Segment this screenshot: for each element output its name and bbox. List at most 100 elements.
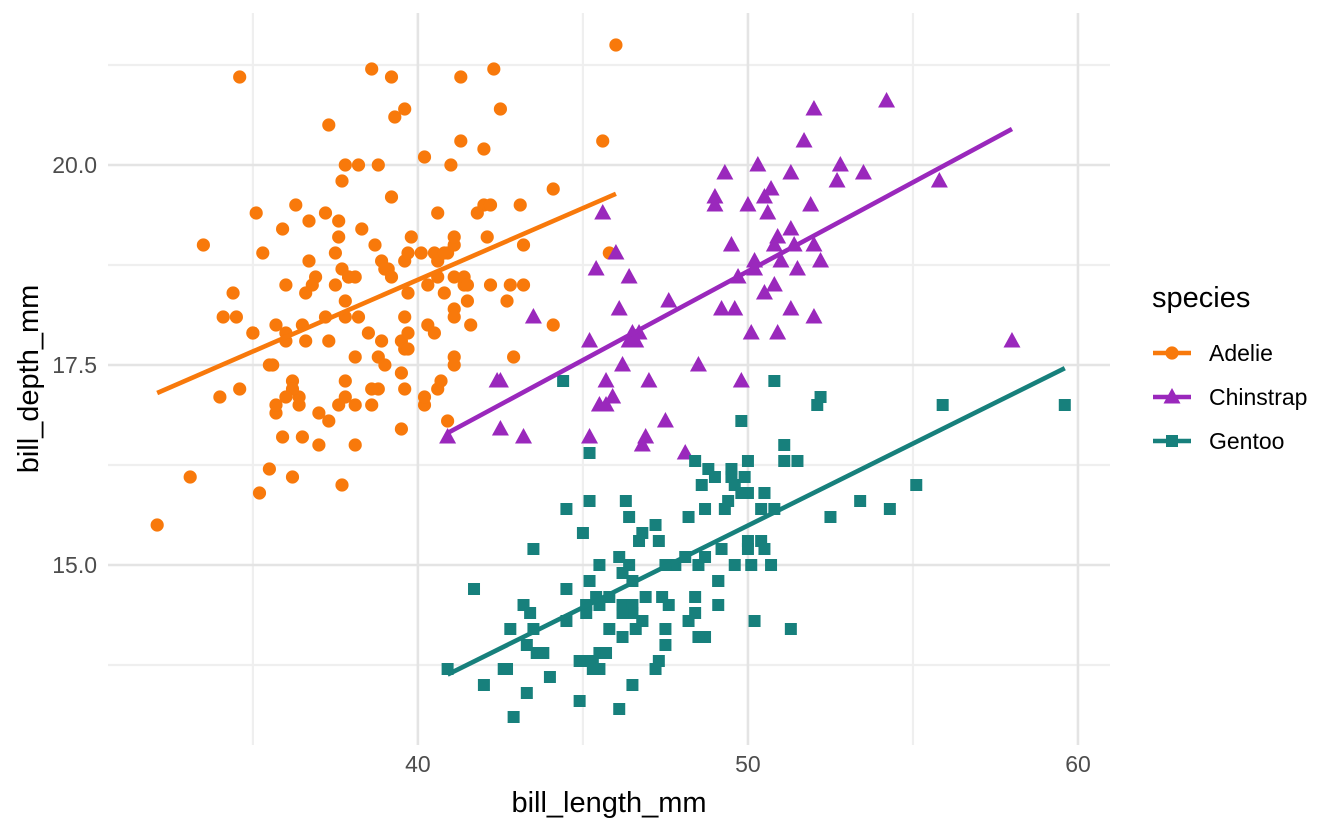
gentoo-trend-line xyxy=(446,366,1066,677)
adelie-data-point xyxy=(401,246,415,260)
chinstrap-data-point xyxy=(716,164,734,180)
chinstrap-data-point xyxy=(597,396,615,412)
adelie-data-point xyxy=(371,158,385,172)
chinstrap-data-point xyxy=(491,420,509,436)
gentoo-data-point xyxy=(735,487,748,499)
chinstrap-data-point xyxy=(515,428,533,444)
gentoo-data-point xyxy=(527,543,540,555)
adelie-data-point xyxy=(312,406,326,420)
chinstrap-data-point xyxy=(742,324,760,340)
data-points-layer xyxy=(150,38,1071,723)
chinstrap-data-point xyxy=(614,356,632,372)
gentoo-data-point xyxy=(623,559,636,571)
adelie-data-point xyxy=(299,286,313,300)
adelie-data-point xyxy=(295,430,309,444)
adelie-data-point xyxy=(427,326,442,340)
gentoo-data-point xyxy=(576,527,589,539)
adelie-data-point xyxy=(404,230,418,244)
gentoo-data-point xyxy=(854,495,867,507)
legend-key-square-icon xyxy=(1153,435,1191,447)
adelie-data-point xyxy=(348,438,362,452)
adelie-data-point xyxy=(365,382,379,396)
adelie-data-point xyxy=(338,374,352,388)
adelie-data-point xyxy=(361,326,376,340)
adelie-data-point xyxy=(365,62,379,76)
chinstrap-data-point xyxy=(620,332,638,348)
chinstrap-data-point xyxy=(706,188,724,204)
adelie-data-point xyxy=(246,326,260,340)
gentoo-data-point xyxy=(778,439,791,451)
gentoo-data-point xyxy=(580,607,593,619)
chinstrap-data-point xyxy=(878,92,896,108)
adelie-data-point xyxy=(335,478,349,492)
gentoo-data-point xyxy=(573,695,586,707)
gentoo-data-point xyxy=(745,559,758,571)
gentoo-data-point xyxy=(616,631,629,643)
gentoo-data-point xyxy=(583,447,596,459)
adelie-data-point xyxy=(150,518,164,532)
chinstrap-trend-line xyxy=(446,126,1014,436)
chinstrap-data-point xyxy=(1003,332,1021,348)
chinstrap-data-point xyxy=(660,292,678,308)
chinstrap-data-point xyxy=(765,276,783,292)
legend-item-gentoo: Gentoo xyxy=(1150,419,1307,463)
adelie-data-point xyxy=(417,390,432,404)
chinstrap-data-point xyxy=(762,180,780,196)
adelie-data-point xyxy=(348,398,362,412)
chinstrap-data-point xyxy=(828,172,846,188)
legend-key-triangle-icon xyxy=(1153,388,1191,404)
gentoo-data-point xyxy=(557,375,570,387)
chinstrap-data-point xyxy=(524,308,542,324)
adelie-data-point xyxy=(252,486,267,500)
legend-item-label: Adelie xyxy=(1209,339,1273,366)
adelie-data-point xyxy=(213,390,227,404)
gentoo-data-point xyxy=(636,615,649,627)
adelie-data-point xyxy=(289,198,303,212)
gentoo-data-point xyxy=(613,703,626,715)
adelie-data-point xyxy=(299,334,313,348)
gentoo-data-point xyxy=(689,455,702,467)
chinstrap-data-point xyxy=(597,372,615,388)
chinstrap-data-point xyxy=(749,156,767,172)
legend-items: Adelie Chinstrap Gentoo xyxy=(1150,331,1307,463)
chinstrap-data-point xyxy=(706,196,724,212)
chinstrap-data-point xyxy=(769,324,787,340)
adelie-data-point xyxy=(477,142,491,156)
adelie-data-point xyxy=(233,382,247,396)
chinstrap-data-point xyxy=(587,260,605,276)
adelie-data-point xyxy=(388,110,402,124)
gentoo-data-point xyxy=(814,391,827,403)
adelie-data-point xyxy=(460,278,475,292)
adelie-data-point xyxy=(322,414,336,428)
chinstrap-data-point xyxy=(854,164,872,180)
adelie-data-point xyxy=(417,150,432,164)
chinstrap-data-point xyxy=(782,164,800,180)
adelie-data-point xyxy=(318,206,333,220)
adelie-data-point xyxy=(516,278,531,292)
gentoo-data-point xyxy=(507,711,520,723)
gentoo-data-point xyxy=(725,471,738,483)
chinstrap-data-point xyxy=(607,244,625,260)
adelie-data-point xyxy=(355,222,369,236)
adelie-data-point xyxy=(460,294,475,308)
adelie-data-point xyxy=(216,310,230,324)
adelie-data-point xyxy=(351,158,366,172)
adelie-data-point xyxy=(229,310,243,324)
adelie-data-point xyxy=(434,374,448,388)
chinstrap-data-point xyxy=(722,236,740,252)
gentoo-data-point xyxy=(583,495,596,507)
chinstrap-data-point xyxy=(581,428,599,444)
adelie-data-point xyxy=(447,310,461,324)
adelie-data-point xyxy=(398,310,412,324)
chinstrap-data-point xyxy=(620,268,638,284)
adelie-data-point xyxy=(335,174,349,188)
gentoo-data-point xyxy=(593,559,606,571)
gentoo-data-point xyxy=(468,583,481,595)
gentoo-data-point xyxy=(659,623,672,635)
chinstrap-data-point xyxy=(795,132,813,148)
adelie-data-point xyxy=(609,38,623,52)
adelie-data-point xyxy=(338,294,352,308)
adelie-data-point xyxy=(233,70,247,84)
gentoo-data-point xyxy=(659,639,672,651)
